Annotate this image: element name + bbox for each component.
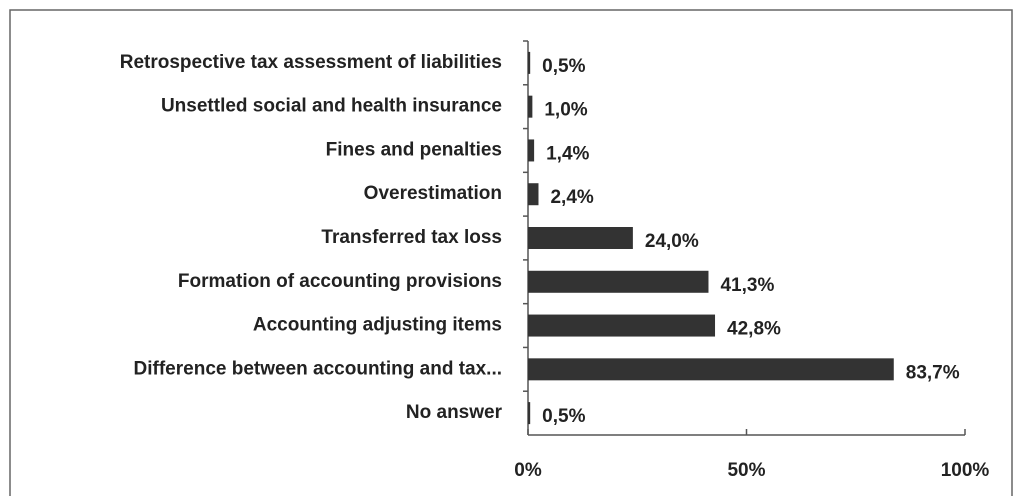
x-tick-label: 50% [727, 460, 765, 481]
data-label: 1,0% [544, 100, 587, 121]
y-tick-label: Formation of accounting provisions [178, 271, 502, 292]
y-tick-label: Unsettled social and health insurance [161, 96, 502, 117]
bar [528, 358, 894, 381]
frame [9, 9, 1013, 496]
bar [528, 183, 539, 206]
bar [528, 227, 633, 249]
y-tick-label: No answer [406, 402, 503, 423]
bar [528, 51, 531, 74]
y-tick-label: Fines and penalties [326, 139, 502, 160]
data-label: 2,4% [550, 187, 593, 208]
data-label: 42,8% [727, 319, 781, 340]
bar [528, 139, 535, 162]
x-tick-label: 0% [514, 460, 542, 481]
data-label: 24,0% [645, 231, 699, 252]
data-label: 0,5% [542, 406, 585, 427]
bar [528, 402, 531, 425]
data-label: 0,5% [542, 56, 585, 77]
data-label: 83,7% [906, 362, 960, 383]
y-tick-label: Accounting adjusting items [253, 315, 502, 336]
x-tick-label: 100% [941, 460, 990, 481]
bar [528, 314, 716, 337]
y-tick-label: Difference between accounting and tax... [134, 358, 502, 379]
bar [528, 270, 709, 293]
y-tick-label: Retrospective tax assessment of liabilit… [120, 52, 502, 73]
y-tick-label: Transferred tax loss [321, 227, 502, 248]
y-tick-label: Overestimation [364, 183, 502, 204]
data-label: 1,4% [546, 143, 589, 164]
data-label: 41,3% [720, 275, 774, 296]
bar [528, 95, 533, 118]
